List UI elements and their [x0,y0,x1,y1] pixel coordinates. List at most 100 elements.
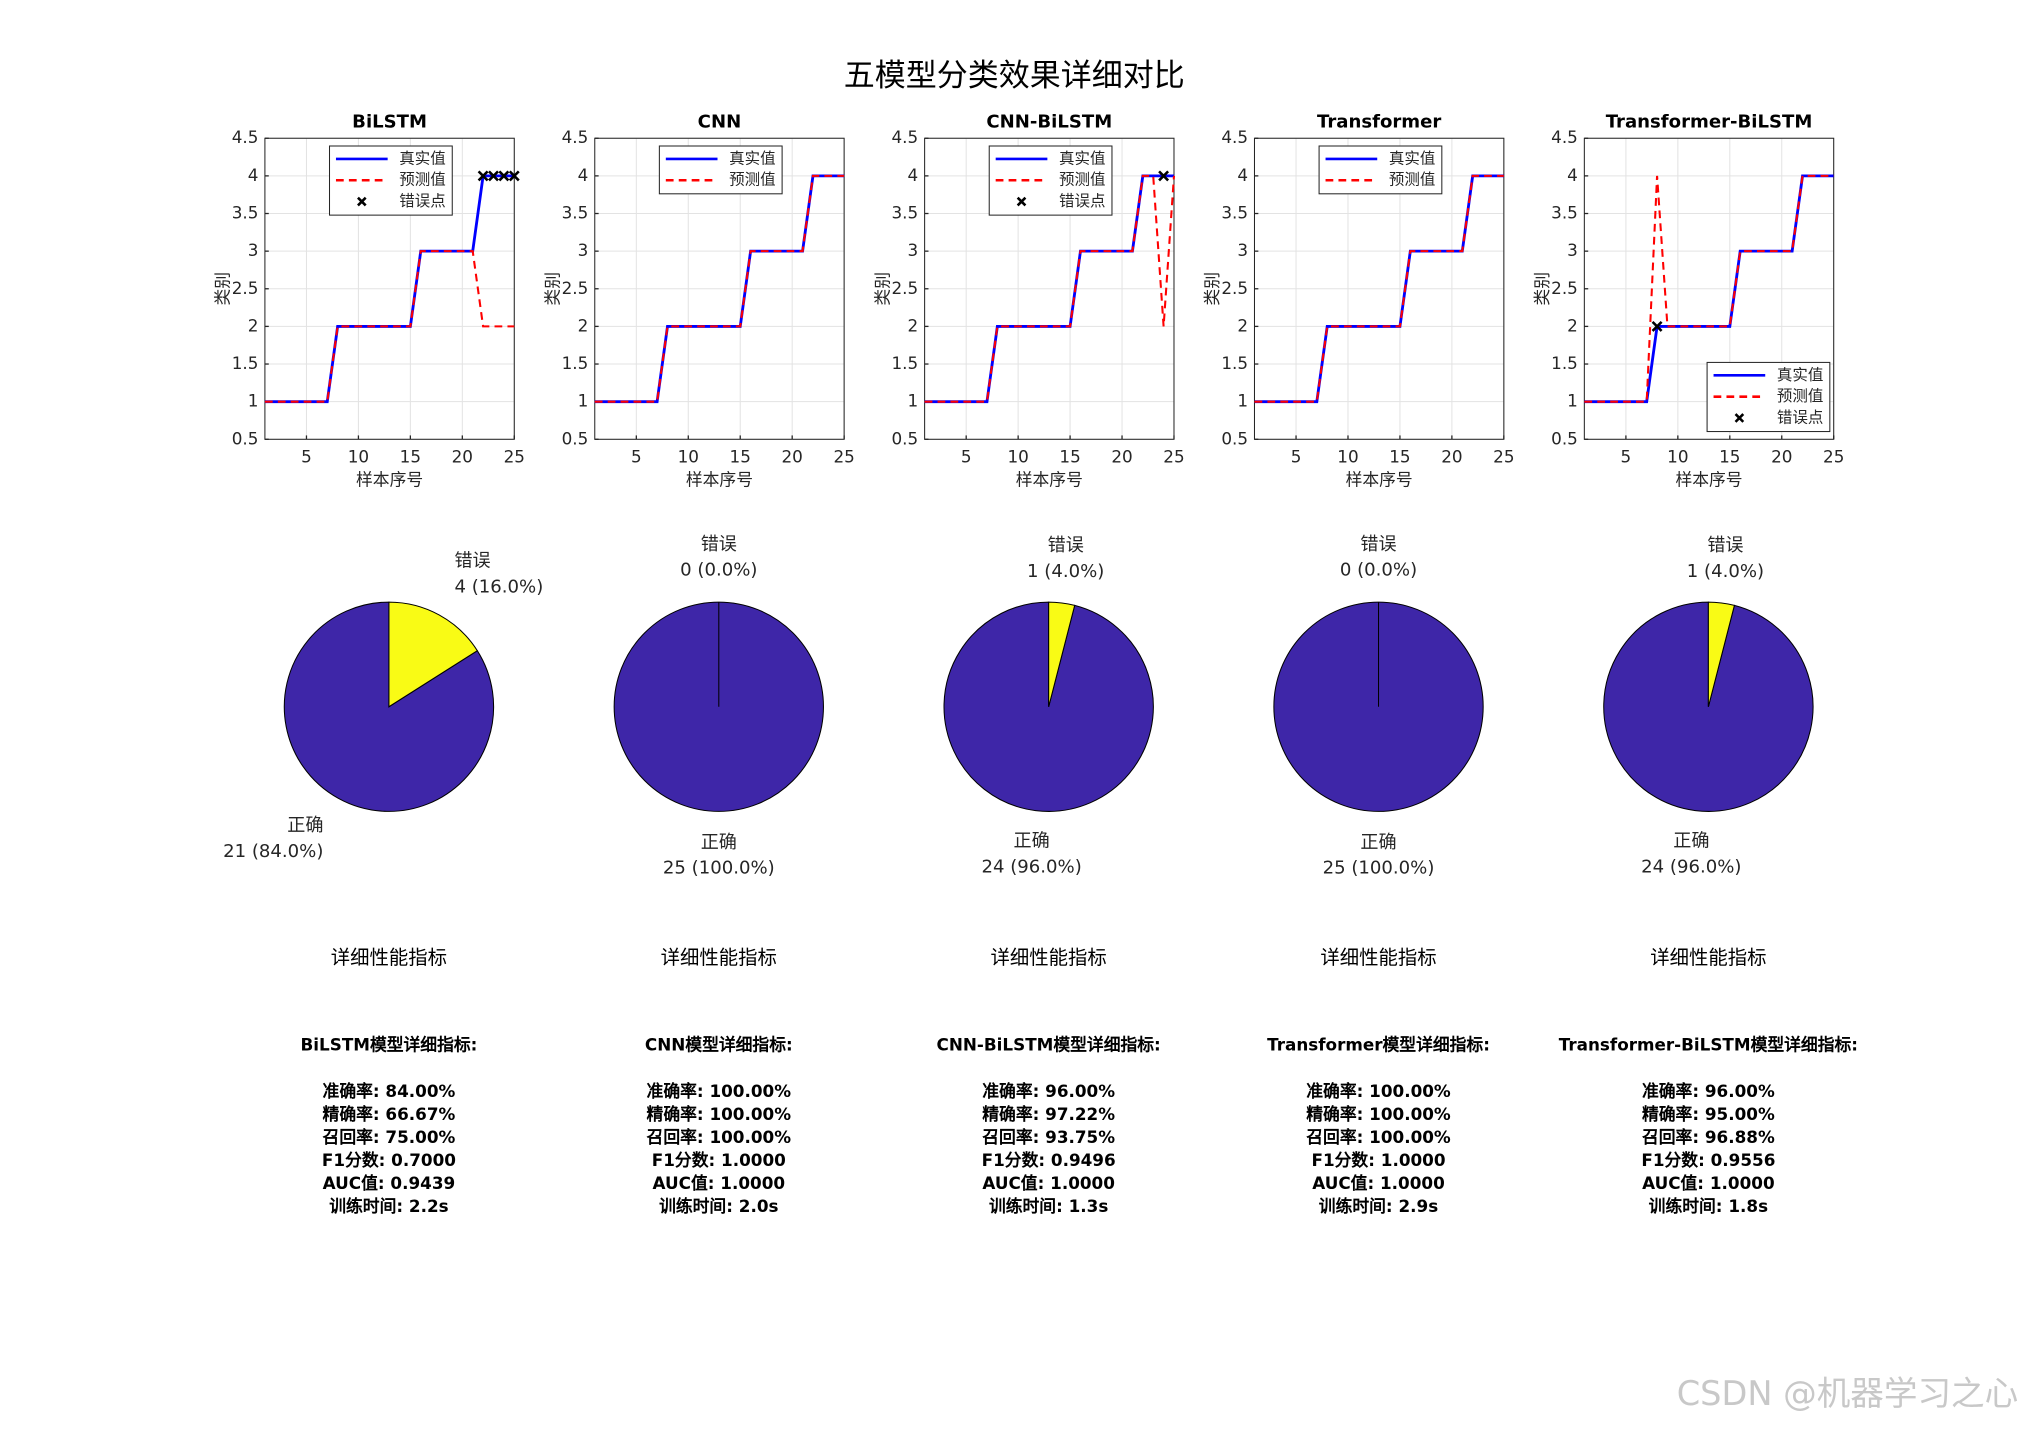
legend-symbol [357,196,367,207]
legend-symbol [1734,413,1745,423]
x-tick-label: 20 [1771,446,1792,466]
x-tick-label: 15 [730,446,751,466]
metric-line: 准确率: 96.00% [982,1081,1115,1101]
y-tick-label: 3 [248,240,259,260]
y-tick-label: 0.5 [232,428,259,448]
x-tick-label: 5 [1621,446,1632,466]
pie-slice [1707,601,1736,707]
subplot-title: Transformer-BiLSTM [1606,112,1813,133]
y-tick-label: 2.5 [1221,278,1248,298]
y-axis-label: 类别 [213,272,233,306]
pie-category-label: 错误 [1707,535,1743,556]
pie-value-label: 1 (4.0%) [1027,561,1104,582]
pie-value-label: 1 (4.0%) [1687,561,1764,582]
x-axis-label: 样本序号 [1346,470,1413,490]
legend-box [658,145,783,195]
metric-line: 召回率: 75.00% [322,1127,456,1147]
x-tick-label: 5 [961,446,972,466]
metric-line: 召回率: 93.75% [981,1127,1115,1147]
pie-value-label: 0 (0.0%) [1340,560,1417,581]
legend-box [1318,145,1443,195]
y-axis-label: 类别 [872,272,892,306]
metric-line: 精确率: 66.67% [323,1104,456,1124]
y-tick-label: 3 [907,240,918,260]
pie-category-label: 正确 [1673,831,1709,852]
y-axis-label: 类别 [1202,272,1222,306]
metric-line: 训练时间: 2.9s [1319,1196,1438,1216]
metrics-title: CNN-BiLSTM模型详细指标: [937,1034,1161,1054]
figure-title: 五模型分类效果详细对比 [844,58,1185,94]
axes-frame [594,137,845,440]
metric-line: 精确率: 100.00% [647,1104,792,1124]
metrics-title: CNN模型详细指标: [645,1034,793,1054]
metric-line: AUC值: 1.0000 [1642,1173,1775,1193]
metrics-heading: 详细性能指标 [1320,946,1436,969]
legend-label: 真实值 [1777,366,1824,384]
pie-value-label: 25 (100.0%) [663,858,775,879]
metric-line: 精确率: 100.00% [1306,1104,1451,1124]
x-tick-label: 5 [301,446,312,466]
x-tick-label: 10 [1337,446,1358,466]
series-line [1254,174,1504,403]
legend-label: 真实值 [1389,149,1436,167]
y-tick-label: 2.5 [1551,278,1578,298]
y-tick-label: 4 [1567,165,1578,185]
pie-value-label: 21 (84.0%) [223,841,323,862]
metric-line: 准确率: 84.00% [323,1081,456,1101]
metrics-heading: 详细性能指标 [331,946,447,969]
axes-frame [924,137,1175,440]
x-tick-label: 25 [1823,446,1844,466]
y-tick-label: 4.5 [1551,127,1578,147]
pie-slice [1048,601,1076,707]
y-tick-label: 1.5 [232,353,259,373]
pie-slice [283,601,495,812]
error-marker [477,170,489,182]
legend-label: 预测值 [399,171,446,189]
y-tick-label: 1 [578,391,589,411]
y-tick-label: 2.5 [232,278,259,298]
x-tick-label: 5 [1291,446,1302,466]
metric-line: AUC值: 0.9439 [323,1173,456,1193]
y-tick-label: 4.5 [1221,127,1248,147]
y-tick-label: 2 [1237,315,1248,335]
pie-value-label: 4 (16.0%) [454,577,543,598]
metric-line: 召回率: 100.00% [646,1127,792,1147]
legend-label: 错误点 [1059,192,1106,210]
legend-label: 真实值 [729,149,776,167]
legend-label: 预测值 [1059,171,1106,189]
y-tick-label: 3 [1567,240,1578,260]
y-axis-label: 类别 [1532,272,1552,306]
legend-label: 预测值 [1389,171,1436,189]
metric-line: F1分数: 1.0000 [1312,1150,1446,1170]
y-tick-label: 4 [248,165,259,185]
metric-line: 训练时间: 2.2s [329,1196,448,1216]
metric-line: 召回率: 100.00% [1305,1127,1451,1147]
x-tick-label: 15 [1059,446,1080,466]
legend-label: 真实值 [399,149,446,167]
y-tick-label: 1.5 [562,353,589,373]
error-marker [1651,320,1663,332]
error-marker [508,170,520,182]
y-tick-label: 3.5 [891,203,918,223]
y-tick-label: 4.5 [891,127,918,147]
legend-label: 预测值 [729,171,776,189]
series-line [1584,174,1834,403]
series-line [594,174,845,403]
metric-line: 准确率: 96.00% [1642,1081,1775,1101]
legend-label: 预测值 [1777,387,1824,405]
x-axis-label: 样本序号 [1016,470,1083,490]
x-axis-label: 样本序号 [356,470,423,490]
metric-line: F1分数: 0.9556 [1641,1150,1775,1170]
axes-frame [1253,137,1505,440]
pie-value-label: 24 (96.0%) [1641,857,1741,878]
x-tick-label: 15 [1389,446,1410,466]
y-tick-label: 0.5 [1551,428,1578,448]
pie-category-label: 错误 [1048,535,1084,556]
y-tick-label: 0.5 [1221,428,1248,448]
x-tick-label: 20 [1111,446,1132,466]
x-tick-label: 5 [631,446,642,466]
x-tick-label: 15 [1719,446,1740,466]
pie-category-label: 错误 [701,534,737,555]
legend-symbol [1016,196,1027,207]
